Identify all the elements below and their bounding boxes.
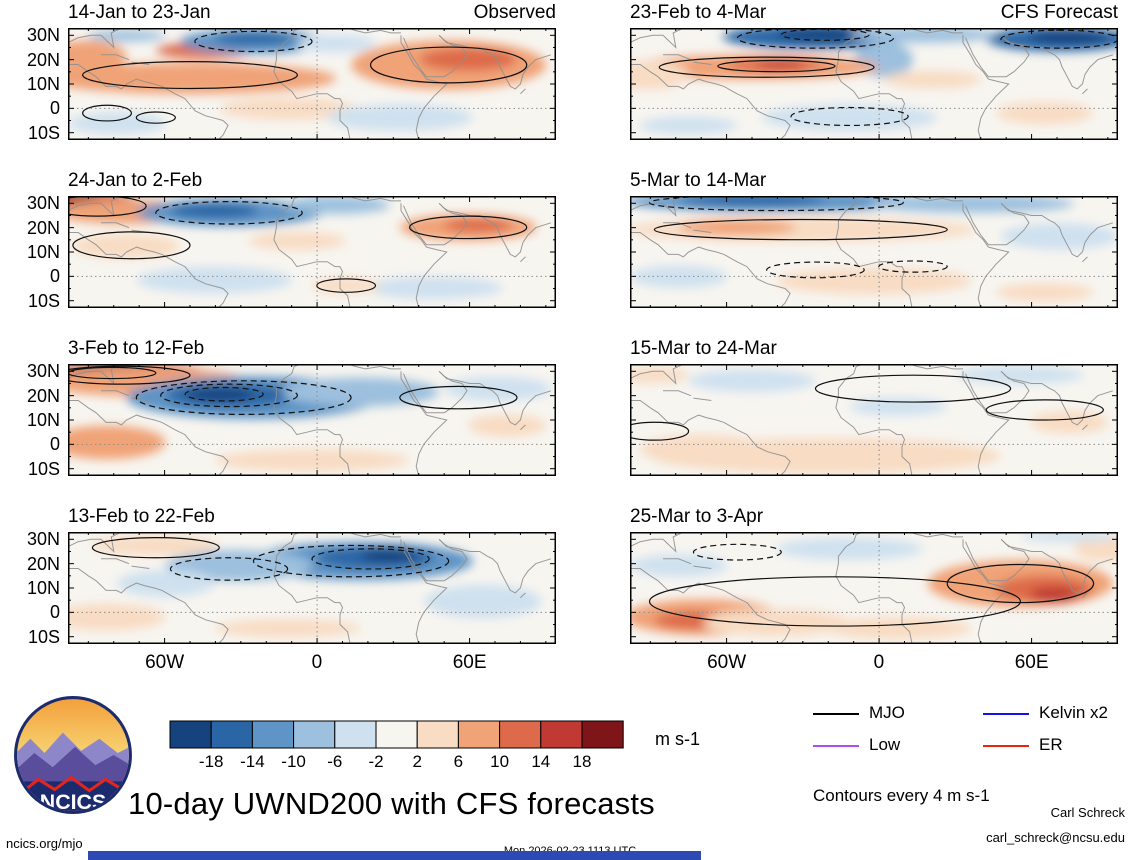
svg-text:-2: -2 <box>368 752 383 771</box>
map-canvas <box>68 532 556 644</box>
map-canvas <box>630 364 1118 476</box>
svg-text:-10: -10 <box>281 752 306 771</box>
legend-line-low <box>813 745 859 747</box>
map-panel <box>630 364 1118 481</box>
y-axis-tick-label: 10N <box>26 578 60 598</box>
svg-text:-6: -6 <box>327 752 342 771</box>
panel-corner-label: CFS Forecast <box>1000 2 1118 23</box>
colorbar-units-label: m s-1 <box>655 729 700 749</box>
panel-header: 5-Mar to 14-Mar <box>630 170 1118 192</box>
legend-line-kelvin-x2 <box>983 713 1029 715</box>
y-axis-tick-label: 0 <box>49 602 60 623</box>
map-canvas <box>630 28 1118 140</box>
site-label: ncics.org/mjo <box>6 836 83 851</box>
y-axis-tick-label: 20N <box>26 553 60 574</box>
legend-line-mjo <box>813 713 859 715</box>
x-axis-tick-label: 60W <box>145 652 185 673</box>
y-axis-tick-label: 10N <box>26 242 60 262</box>
logo-text: NCICS <box>40 790 106 814</box>
map-panel <box>68 196 556 313</box>
panel-corner-label: Observed <box>473 2 556 23</box>
figure-title: 10-day UWND200 with CFS forecasts <box>128 786 655 821</box>
y-axis-tick-label: 20N <box>26 217 60 238</box>
panel-header: 25-Mar to 3-Apr <box>630 506 1118 528</box>
panel-title: 13-Feb to 22-Feb <box>68 506 215 527</box>
map-panel <box>630 532 1118 649</box>
svg-text:-14: -14 <box>240 752 265 771</box>
y-axis-tick-label: 30N <box>26 193 60 214</box>
panel-title: 15-Mar to 24-Mar <box>630 338 777 359</box>
map-panel <box>68 28 556 145</box>
svg-text:18: 18 <box>573 752 592 771</box>
panel-header: 3-Feb to 12-Feb <box>68 338 556 360</box>
panel-header: 15-Mar to 24-Mar <box>630 338 1118 360</box>
svg-text:10: 10 <box>490 752 509 771</box>
map-canvas <box>630 196 1118 308</box>
y-axis-tick-label: 10S <box>27 626 60 647</box>
bottom-bar <box>88 851 701 860</box>
panel-header: 23-Feb to 4-Mar CFS Forecast <box>630 2 1118 24</box>
author-name: Carl Schreck <box>1050 805 1125 820</box>
logo-art: NCICS <box>17 699 129 814</box>
panel-title: 24-Jan to 2-Feb <box>68 170 203 191</box>
legend-label: Low <box>869 735 901 754</box>
author-email: carl_schreck@ncsu.edu <box>986 830 1125 845</box>
map-canvas <box>68 364 556 476</box>
panel-title: 14-Jan to 23-Jan <box>68 2 211 23</box>
svg-text:14: 14 <box>531 752 550 771</box>
svg-text:6: 6 <box>454 752 463 771</box>
map-canvas <box>68 196 556 308</box>
svg-text:2: 2 <box>412 752 421 771</box>
y-axis-tick-label: 10N <box>26 74 60 94</box>
y-axis-tick-label: 0 <box>49 434 60 455</box>
y-axis-tick-label: 30N <box>26 25 60 46</box>
y-axis-tick-label: 30N <box>26 529 60 550</box>
svg-text:-18: -18 <box>199 752 224 771</box>
colorbar-canvas: -18 -14 -10 -6 -2 2 6 10 14 18 <box>169 720 624 771</box>
panel-title: 25-Mar to 3-Apr <box>630 506 764 527</box>
legend-line-er <box>983 745 1029 747</box>
panel-title: 3-Feb to 12-Feb <box>68 338 205 359</box>
panel-title: 23-Feb to 4-Mar <box>630 2 767 23</box>
panel-title: 5-Mar to 14-Mar <box>630 170 767 191</box>
y-axis-tick-label: 0 <box>49 98 60 119</box>
y-axis-tick-label: 20N <box>26 49 60 70</box>
y-axis-tick-label: 30N <box>26 361 60 382</box>
x-axis-tick-label: 0 <box>311 652 323 673</box>
x-axis-tick-label: 60W <box>707 652 747 673</box>
y-axis-tick-label: 10S <box>27 290 60 311</box>
map-canvas <box>630 532 1118 644</box>
y-axis-tick-label: 10N <box>26 410 60 430</box>
x-axis-tick-label: 60E <box>452 652 487 673</box>
y-axis-tick-label: 10S <box>27 458 60 479</box>
contour-interval-note: Contours every 4 m s-1 <box>813 786 990 805</box>
map-panel <box>68 364 556 481</box>
legend-label: MJO <box>869 703 905 722</box>
ncics-logo: NCICS <box>14 696 132 814</box>
map-canvas <box>68 28 556 140</box>
map-panel <box>630 196 1118 313</box>
x-axis-tick-label: 0 <box>873 652 885 673</box>
legend-label: ER <box>1039 735 1063 754</box>
y-axis-tick-label: 10S <box>27 122 60 143</box>
y-axis-tick-label: 0 <box>49 266 60 287</box>
panel-header: 24-Jan to 2-Feb <box>68 170 556 192</box>
x-axis-tick-label: 60E <box>1014 652 1049 673</box>
panel-header: 13-Feb to 22-Feb <box>68 506 556 528</box>
map-panel <box>68 532 556 649</box>
legend-label: Kelvin x2 <box>1039 703 1108 722</box>
colorbar: -18 -14 -10 -6 -2 2 6 10 14 18 <box>164 718 644 779</box>
map-panel <box>630 28 1118 145</box>
panel-header: 14-Jan to 23-Jan Observed <box>68 2 556 24</box>
y-axis-tick-label: 20N <box>26 385 60 406</box>
logo-zigzag <box>19 775 127 795</box>
